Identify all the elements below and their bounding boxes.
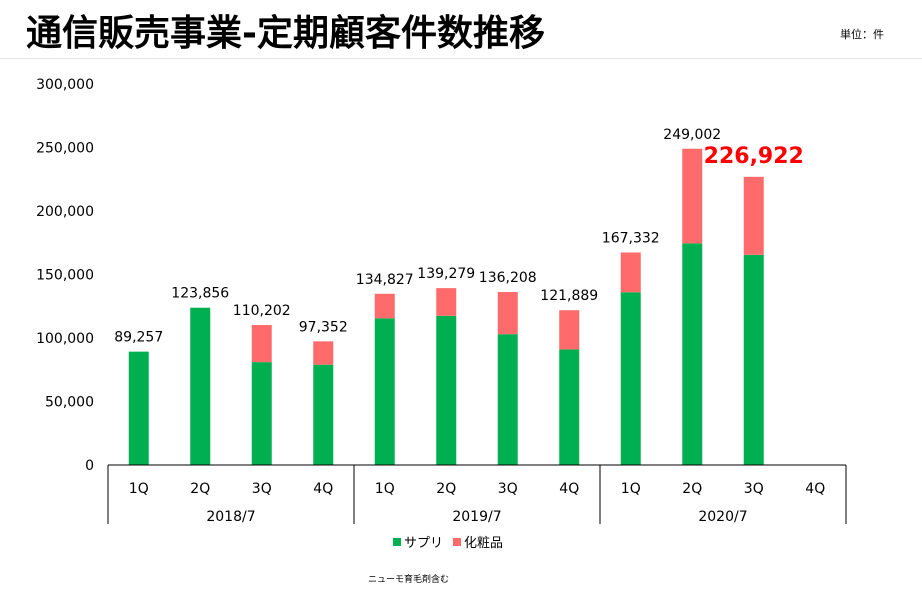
- x-tick-label: 1Q: [375, 481, 395, 497]
- bar-total-label: 97,352: [299, 319, 348, 335]
- bars: [128, 148, 764, 465]
- x-axis-group-labels: 2018/7 2019/7 2020/7: [206, 509, 747, 525]
- bar-segment: [620, 292, 641, 465]
- bar-segment: [682, 243, 703, 465]
- bar-segment: [559, 349, 580, 465]
- bar-segment: [620, 252, 641, 293]
- x-axis-frame: [107, 464, 847, 524]
- bar-total-label: 139,279: [417, 266, 475, 282]
- y-tick-label: 150,000: [36, 268, 94, 284]
- bar-total-label: 226,922: [704, 144, 804, 169]
- unit-label: 単位：件: [840, 28, 884, 41]
- x-group-label: 2020/7: [698, 509, 747, 525]
- legend-entry: 化粧品: [464, 536, 503, 551]
- bar-segment: [190, 307, 211, 465]
- x-axis-category-labels: 1Q 2Q 3Q 4Q 1Q 2Q 3Q 4Q 1Q 2Q 3Q 4Q: [129, 481, 825, 497]
- bar-total-label: 110,202: [233, 303, 291, 319]
- y-tick-label: 250,000: [36, 141, 94, 157]
- x-group-label: 2018/7: [206, 509, 255, 525]
- x-tick-label: 1Q: [129, 481, 149, 497]
- x-tick-label: 3Q: [744, 481, 764, 497]
- x-tick-label: 3Q: [252, 481, 272, 497]
- bar-segment: [682, 148, 703, 244]
- y-axis-tick-labels: 0 50,000 100,000 150,000 200,000 250,000 300,0…: [36, 77, 94, 474]
- bar-segment: [374, 318, 395, 465]
- bar-segment: [436, 288, 457, 316]
- bar-segment: [559, 310, 580, 350]
- bar-segment: [251, 325, 272, 363]
- bar-segment: [497, 334, 518, 465]
- legend-swatch: [393, 538, 401, 546]
- y-tick-label: 300,000: [36, 77, 94, 93]
- bar-segment: [374, 293, 395, 319]
- bar-segment: [251, 362, 272, 465]
- y-tick-label: 0: [85, 458, 94, 474]
- x-group-label: 2019/7: [452, 509, 501, 525]
- bar-segment: [313, 364, 334, 465]
- bar-total-label: 167,332: [602, 230, 660, 246]
- bar-total-label: 249,002: [663, 127, 721, 143]
- bar-segment: [313, 341, 334, 365]
- footnote: ニューモ育毛剤含む: [368, 575, 450, 585]
- x-tick-label: 2Q: [682, 481, 702, 497]
- legend-entry: サプリ: [404, 536, 443, 551]
- page-title: 通信販売事業-定期顧客件数推移: [26, 13, 545, 54]
- bar-total-label: 89,257: [114, 330, 163, 346]
- bar-total-label: 123,856: [171, 286, 229, 302]
- bar-segment: [743, 254, 764, 465]
- bar-segment: [743, 176, 764, 255]
- bar-total-label: 136,208: [479, 270, 537, 286]
- bar-segment: [128, 351, 149, 465]
- bar-segment: [436, 315, 457, 465]
- x-tick-label: 4Q: [805, 481, 825, 497]
- bar-segment: [497, 292, 518, 335]
- legend: サプリ 化粧品: [393, 536, 503, 551]
- legend-swatch: [453, 538, 461, 546]
- x-tick-label: 4Q: [559, 481, 579, 497]
- y-tick-label: 50,000: [45, 395, 94, 411]
- y-tick-label: 200,000: [36, 204, 94, 220]
- bar-total-label: 121,889: [540, 288, 598, 304]
- x-tick-label: 2Q: [190, 481, 210, 497]
- y-tick-label: 100,000: [36, 331, 94, 347]
- x-tick-label: 2Q: [436, 481, 456, 497]
- title-divider: [0, 58, 922, 59]
- bar-total-label: 134,827: [356, 272, 414, 288]
- x-tick-label: 1Q: [621, 481, 641, 497]
- x-tick-label: 3Q: [498, 481, 518, 497]
- x-tick-label: 4Q: [313, 481, 333, 497]
